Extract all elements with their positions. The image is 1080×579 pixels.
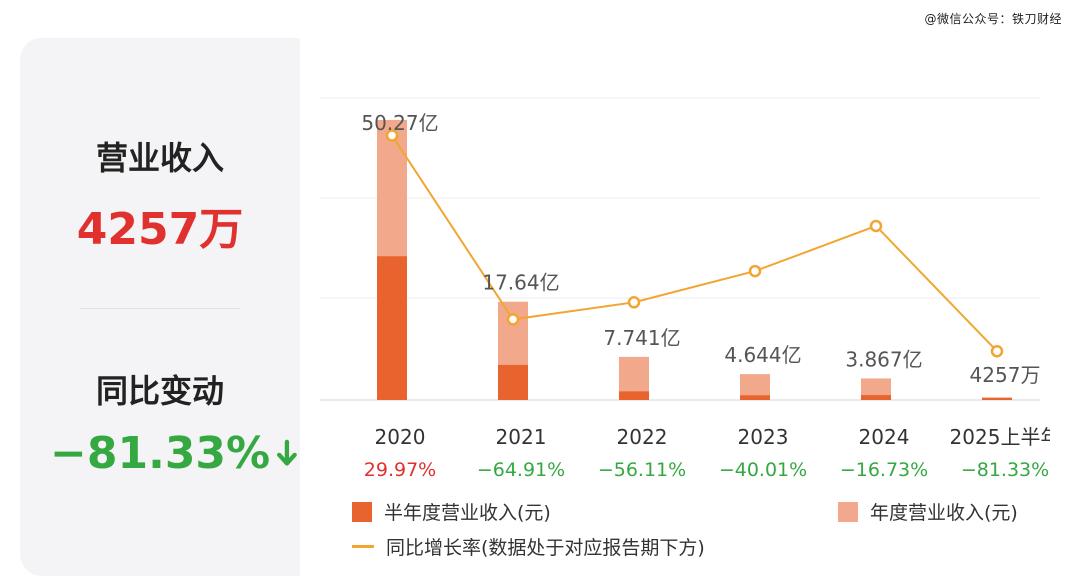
growth-polyline bbox=[391, 134, 998, 352]
growth-point bbox=[748, 264, 762, 278]
half-year-bar bbox=[982, 397, 1012, 400]
legend-half-year[interactable]: 半年度营业收入(元) bbox=[352, 498, 551, 525]
bar-value-label: 7.741亿 bbox=[603, 326, 680, 350]
revenue-chart: 50.27亿 2020 29.97% 17.64亿 2021 −64.91% 7.741亿 2… bbox=[320, 97, 1050, 481]
growth-point bbox=[385, 129, 399, 142]
growth-point bbox=[627, 296, 641, 309]
legend-half-year-swatch bbox=[352, 501, 372, 522]
category-label: 2020 bbox=[375, 425, 426, 449]
yoy-label: 同比变动 bbox=[95, 372, 224, 410]
summary-panel: 营业收入 4257万 同比变动 −81.33% bbox=[20, 38, 300, 576]
watermark: @微信公众号：铁刀财经 bbox=[924, 12, 1062, 26]
revenue-card: 营业收入 4257万 同比变动 −81.33% 50.27亿 2020 29.97%… bbox=[20, 38, 1050, 576]
yoy-value-row: −81.33% bbox=[50, 428, 300, 479]
legend-growth[interactable]: 同比增长率(数据处于对应报告期下方) bbox=[352, 533, 705, 560]
growth-label: −40.01% bbox=[719, 459, 807, 478]
bar-value-label: 4.644亿 bbox=[724, 343, 801, 367]
category-label: 2023 bbox=[738, 425, 789, 449]
half-year-bar bbox=[740, 395, 770, 400]
divider bbox=[80, 308, 240, 309]
bar-value-label: 3.867亿 bbox=[845, 347, 922, 371]
growth-label: −64.91% bbox=[477, 459, 565, 478]
half-year-bar bbox=[619, 391, 649, 400]
bar-value-label: 4257万 bbox=[970, 363, 1041, 387]
annual-bar bbox=[861, 378, 891, 400]
half-year-bar bbox=[498, 364, 528, 400]
revenue-value: 4257万 bbox=[76, 204, 244, 255]
legend-annual-swatch bbox=[838, 501, 858, 522]
growth-label: −56.11% bbox=[598, 459, 686, 478]
growth-point bbox=[869, 219, 883, 233]
growth-line bbox=[385, 129, 1004, 358]
growth-label: 29.97% bbox=[364, 459, 436, 478]
half-year-bar bbox=[861, 395, 891, 400]
category-label: 2025上半年 bbox=[950, 425, 1050, 449]
category-label: 2022 bbox=[617, 425, 668, 449]
grid bbox=[320, 97, 1040, 401]
bar-value-label: 50.27亿 bbox=[361, 111, 438, 135]
category-label: 2024 bbox=[859, 425, 910, 449]
growth-point bbox=[506, 313, 520, 326]
growth-point bbox=[990, 344, 1004, 358]
growth-label: −16.73% bbox=[840, 459, 928, 478]
legend-growth-swatch bbox=[352, 545, 374, 548]
revenue-label: 营业收入 bbox=[95, 139, 224, 177]
arrow-down-icon bbox=[277, 439, 297, 466]
legend-annual[interactable]: 年度营业收入(元) bbox=[838, 498, 1018, 525]
chart-panel: 50.27亿 2020 29.97% 17.64亿 2021 −64.91% 7.741亿 2… bbox=[300, 38, 1050, 576]
legend-growth-label: 同比增长率(数据处于对应报告期下方) bbox=[386, 537, 705, 559]
category-label: 2021 bbox=[496, 425, 547, 449]
legend-half-year-label: 半年度营业收入(元) bbox=[384, 502, 551, 524]
half-year-bar bbox=[377, 256, 407, 400]
yoy-value: −81.33% bbox=[50, 428, 271, 479]
legend-annual-label: 年度营业收入(元) bbox=[870, 502, 1018, 524]
chart-labels: 50.27亿 2020 29.97% 17.64亿 2021 −64.91% 7.741亿 2… bbox=[361, 111, 1050, 481]
growth-label: −81.33% bbox=[961, 459, 1049, 478]
bar-value-label: 17.64亿 bbox=[482, 271, 559, 295]
